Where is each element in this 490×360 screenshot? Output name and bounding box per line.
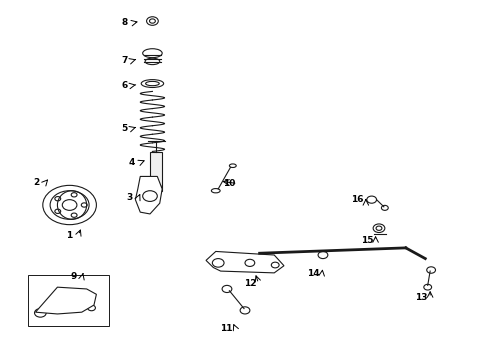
- Polygon shape: [206, 251, 284, 273]
- Text: 2: 2: [33, 178, 40, 187]
- Polygon shape: [135, 176, 162, 214]
- Text: 5: 5: [121, 124, 127, 133]
- Text: 3: 3: [126, 193, 133, 202]
- Text: 8: 8: [121, 18, 127, 27]
- Polygon shape: [35, 287, 97, 314]
- Text: 1: 1: [67, 231, 73, 240]
- Text: 7: 7: [121, 56, 127, 65]
- Text: 14: 14: [307, 269, 319, 278]
- Bar: [28, 275, 109, 327]
- Bar: [150, 152, 162, 191]
- Text: 10: 10: [223, 179, 235, 188]
- Text: 9: 9: [70, 272, 77, 281]
- Text: 4: 4: [129, 158, 135, 167]
- Text: 15: 15: [361, 236, 373, 245]
- Text: 12: 12: [244, 279, 256, 288]
- Text: 6: 6: [121, 81, 127, 90]
- Text: 11: 11: [220, 324, 233, 333]
- Text: 13: 13: [415, 293, 428, 302]
- Text: 16: 16: [351, 195, 363, 204]
